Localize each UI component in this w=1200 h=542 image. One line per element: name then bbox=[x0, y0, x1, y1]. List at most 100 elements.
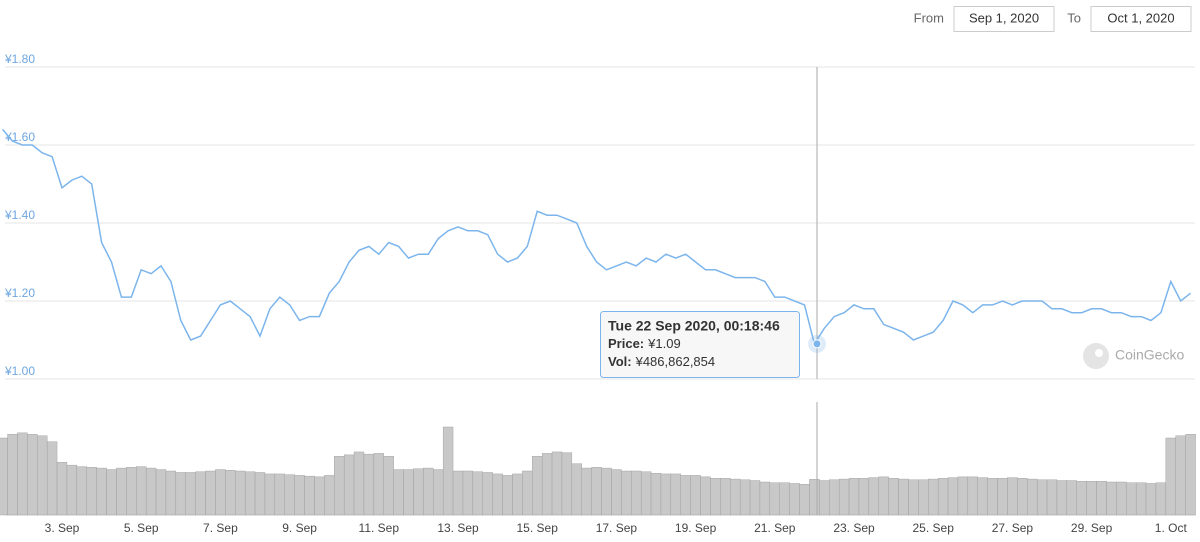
x-tick-label: 27. Sep bbox=[992, 521, 1034, 535]
from-date[interactable]: Sep 1, 2020 bbox=[969, 10, 1039, 25]
volume-bar bbox=[294, 475, 305, 516]
volume-bar bbox=[195, 471, 206, 516]
volume-bar bbox=[571, 463, 582, 516]
from-input[interactable] bbox=[953, 6, 1055, 32]
volume-bar bbox=[1036, 479, 1048, 516]
volume-bar bbox=[739, 479, 751, 516]
watermark-eye bbox=[1095, 349, 1103, 357]
volume-bar bbox=[819, 480, 830, 516]
volume-bar bbox=[106, 469, 117, 516]
volume-bar bbox=[1076, 481, 1087, 516]
volume-bar bbox=[829, 479, 840, 516]
volume-bar bbox=[1155, 482, 1167, 516]
volume-bar bbox=[1106, 481, 1117, 516]
volume-bar bbox=[264, 473, 276, 516]
to-input[interactable] bbox=[1090, 6, 1192, 32]
hover-point bbox=[812, 339, 822, 349]
volume-bar bbox=[423, 467, 434, 516]
x-tick-label: 9. Sep bbox=[282, 521, 317, 535]
volume-bar bbox=[1145, 483, 1157, 516]
volume-bar bbox=[254, 472, 266, 516]
tooltip-vol-label: Vol: bbox=[608, 354, 632, 369]
volume-bar bbox=[492, 473, 503, 516]
volume-bar bbox=[749, 480, 761, 516]
volume-bar bbox=[235, 470, 246, 516]
x-tick-label: 15. Sep bbox=[517, 521, 559, 535]
y-tick-label: ¥1.80 bbox=[4, 52, 35, 66]
y-tick-label: ¥1.40 bbox=[4, 208, 35, 222]
volume-bar bbox=[1007, 477, 1018, 516]
volume-bar bbox=[96, 467, 107, 516]
volume-bar bbox=[56, 462, 68, 516]
volume-bar bbox=[601, 467, 612, 516]
volume-bar bbox=[789, 483, 800, 516]
volume-bar bbox=[680, 475, 691, 516]
volume-bar bbox=[304, 475, 315, 516]
volume-bar bbox=[779, 482, 790, 516]
x-tick-label: 25. Sep bbox=[913, 521, 955, 535]
volume-bar bbox=[997, 478, 1008, 516]
volume-bar bbox=[215, 469, 226, 516]
x-tick-label: 13. Sep bbox=[437, 521, 479, 535]
volume-bar bbox=[17, 432, 28, 516]
x-tick-label: 17. Sep bbox=[596, 521, 638, 535]
volume-bar bbox=[244, 471, 256, 516]
volume-bar bbox=[888, 478, 899, 516]
volume-bar bbox=[66, 464, 78, 516]
volume-bar bbox=[1086, 481, 1097, 516]
y-tick-label: ¥1.20 bbox=[4, 286, 35, 300]
volume-bar bbox=[1185, 434, 1196, 516]
volume-bar bbox=[502, 475, 513, 516]
x-tick-label: 1. Oct bbox=[1155, 521, 1188, 535]
volume-bar bbox=[225, 470, 236, 516]
volume-bar bbox=[1116, 481, 1127, 516]
tooltip-date: Tue 22 Sep 2020, 00:18:46 bbox=[608, 318, 780, 334]
volume-bar bbox=[512, 473, 523, 516]
volume-bar bbox=[809, 479, 820, 516]
x-tick-label: 11. Sep bbox=[359, 521, 400, 535]
x-tick-label: 19. Sep bbox=[675, 521, 717, 535]
volume-bar bbox=[660, 473, 672, 516]
volume-bar bbox=[670, 473, 681, 516]
volume-bar bbox=[1175, 435, 1186, 516]
volume-bar bbox=[413, 468, 424, 516]
tooltip-box bbox=[600, 311, 800, 378]
volume-bar bbox=[165, 470, 177, 516]
volume-bar bbox=[937, 478, 949, 516]
volume-bar bbox=[532, 456, 543, 516]
watermark: CoinGecko bbox=[1083, 343, 1184, 369]
to-date[interactable]: Oct 1, 2020 bbox=[1107, 10, 1174, 25]
volume-bar bbox=[868, 477, 879, 516]
tooltip: Tue 22 Sep 2020, 00:18:46 Price: ¥1.09 Vol:… bbox=[600, 311, 800, 378]
x-tick-label: 23. Sep bbox=[833, 521, 875, 535]
x-tick-label: 21. Sep bbox=[754, 521, 796, 535]
volume-bar bbox=[274, 473, 285, 516]
volume-bar bbox=[1096, 481, 1107, 516]
volume-bar bbox=[700, 476, 711, 516]
volume-bar bbox=[1027, 478, 1038, 516]
tooltip-vol-value: ¥486,862,854 bbox=[635, 354, 716, 369]
tooltip-price: Price: ¥1.09 bbox=[608, 336, 681, 351]
volume-bar bbox=[611, 469, 622, 516]
volume-bar bbox=[76, 466, 87, 516]
volume-bar bbox=[46, 441, 58, 516]
x-tick-label: 3. Sep bbox=[45, 521, 80, 535]
volume-bar bbox=[175, 472, 186, 516]
watermark-icon bbox=[1083, 343, 1109, 369]
tooltip-volume: Vol: ¥486,862,854 bbox=[608, 354, 715, 369]
volume-bar bbox=[1126, 482, 1137, 516]
volume-bar bbox=[155, 469, 167, 516]
volume-bar bbox=[1165, 437, 1176, 516]
volume-bar bbox=[987, 478, 998, 516]
volume-bar bbox=[373, 453, 384, 516]
from-label: From bbox=[914, 10, 944, 25]
volume-bar bbox=[591, 467, 602, 516]
volume-bar bbox=[86, 467, 97, 516]
tooltip-price-value: ¥1.09 bbox=[647, 336, 681, 351]
volume-bar bbox=[918, 479, 929, 516]
volume-bar bbox=[759, 481, 771, 516]
volume-bar bbox=[145, 467, 157, 516]
volume-bar bbox=[37, 435, 48, 516]
volume-bar bbox=[482, 472, 493, 516]
volume-bar bbox=[769, 482, 780, 516]
